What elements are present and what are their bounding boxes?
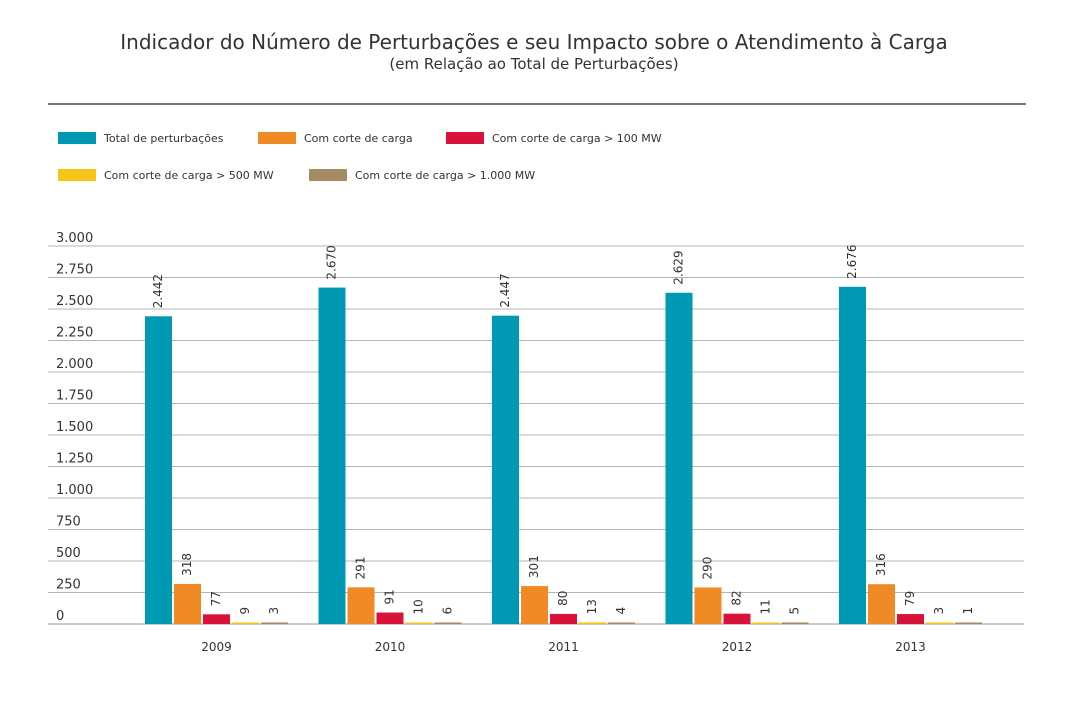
y-tick-label: 500 <box>56 546 81 561</box>
data-label: 5 <box>788 607 802 615</box>
legend-item: Com corte de carga > 1.000 MW <box>309 167 535 183</box>
data-label: 2.676 <box>845 244 859 278</box>
data-label: 3 <box>932 607 946 615</box>
chart-title: Indicador do Número de Perturbações e se… <box>120 30 948 54</box>
bar <box>955 622 982 624</box>
data-label: 318 <box>180 553 194 576</box>
data-label: 6 <box>441 607 455 615</box>
data-label: 10 <box>412 599 426 614</box>
legend-swatch <box>58 169 96 181</box>
bar <box>376 612 404 624</box>
legend-swatch <box>309 169 347 181</box>
bar <box>405 622 433 624</box>
bar <box>608 622 635 624</box>
bar <box>839 286 866 624</box>
y-tick-label: 250 <box>56 578 81 593</box>
bar <box>145 316 172 624</box>
data-label: 2.442 <box>151 274 165 308</box>
data-label: 11 <box>759 599 773 614</box>
y-tick-label: 1.000 <box>56 483 93 498</box>
bar <box>752 622 780 624</box>
y-tick-label: 2.750 <box>56 263 93 278</box>
data-label: 9 <box>238 607 252 615</box>
data-label: 301 <box>527 555 541 578</box>
data-label: 13 <box>585 599 599 614</box>
legend-item: Com corte de carga <box>258 130 413 146</box>
bar <box>781 622 809 624</box>
bar <box>521 586 548 624</box>
x-tick-label: 2013 <box>895 640 926 654</box>
x-tick-label: 2010 <box>375 640 406 654</box>
legend-label: Com corte de carga > 100 MW <box>492 131 662 145</box>
bar <box>579 622 606 624</box>
x-tick-label: 2011 <box>548 640 579 654</box>
legend-swatch <box>258 132 296 144</box>
data-label: 79 <box>903 591 917 606</box>
bar <box>347 587 375 624</box>
bar <box>926 622 953 624</box>
legend-item: Com corte de carga > 500 MW <box>58 167 274 183</box>
data-label: 3 <box>267 607 281 615</box>
bar <box>434 622 462 624</box>
data-label: 82 <box>730 590 744 605</box>
y-tick-label: 2.000 <box>56 357 93 372</box>
legend-label: Com corte de carga > 1.000 MW <box>355 168 536 182</box>
data-label: 316 <box>874 553 888 576</box>
bar <box>318 287 346 624</box>
bar <box>174 583 201 624</box>
data-label: 2.629 <box>672 250 686 284</box>
y-tick-label: 1.750 <box>56 389 93 404</box>
y-tick-label: 2.500 <box>56 294 93 309</box>
bar <box>232 622 259 624</box>
bar <box>492 315 519 624</box>
bar <box>665 292 693 624</box>
bar <box>203 614 230 624</box>
bar <box>550 613 577 624</box>
data-label: 1 <box>961 607 975 615</box>
x-tick-label: 2009 <box>201 640 232 654</box>
bar <box>261 622 288 624</box>
y-tick-label: 1.250 <box>56 452 93 467</box>
legend-label: Com corte de carga <box>304 131 413 145</box>
bar <box>868 584 895 624</box>
data-label: 2.447 <box>498 273 512 307</box>
x-tick-label: 2012 <box>722 640 753 654</box>
data-label: 291 <box>354 556 368 579</box>
data-label: 2.670 <box>325 245 339 279</box>
legend-swatch <box>446 132 484 144</box>
y-tick-label: 0 <box>56 609 64 624</box>
legend-item: Com corte de carga > 100 MW <box>446 130 662 146</box>
y-tick-label: 1.500 <box>56 420 93 435</box>
chart-subtitle: (em Relação ao Total de Perturbações) <box>389 55 679 73</box>
bar <box>897 614 924 624</box>
y-tick-label: 750 <box>56 515 81 530</box>
legend-label: Total de perturbações <box>104 131 224 145</box>
legend-swatch <box>58 132 96 144</box>
title-divider <box>48 103 1026 105</box>
y-tick-label: 2.250 <box>56 326 93 341</box>
bar <box>723 613 751 624</box>
legend-item: Total de perturbações <box>58 130 224 146</box>
data-label: 91 <box>383 589 397 604</box>
data-label: 4 <box>614 607 628 615</box>
data-label: 290 <box>701 557 715 580</box>
legend-label: Com corte de carga > 500 MW <box>104 168 274 182</box>
data-label: 77 <box>209 591 223 606</box>
bar <box>694 587 722 624</box>
y-tick-label: 3.000 <box>56 231 93 246</box>
data-label: 80 <box>556 591 570 606</box>
